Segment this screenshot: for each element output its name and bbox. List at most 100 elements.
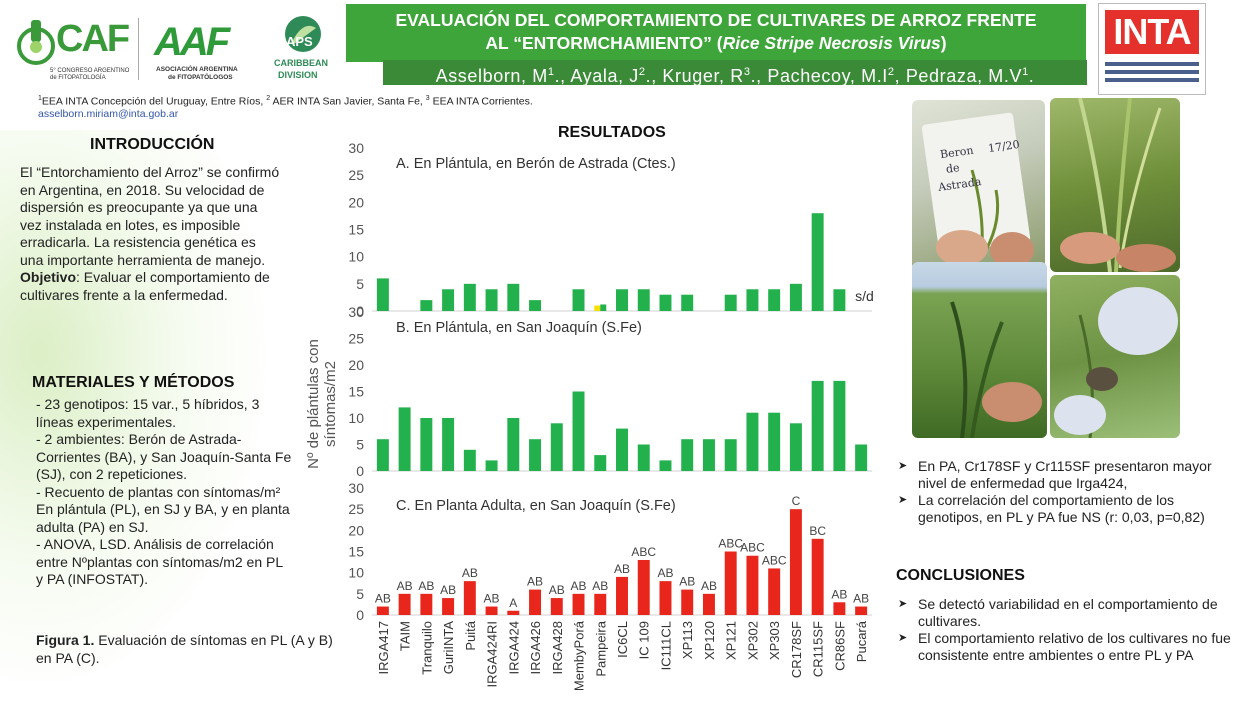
significance-letter: AB [397,579,413,593]
results-bullet: ➤ En PA, Cr178SF y Cr115SF presentaron ma… [896,458,1241,492]
chart-title: C. En Planta Adulta, en San Joaquín (S.F… [396,498,676,514]
chart-title: A. En Plántula, en Berón de Astrada (Cte… [396,156,676,172]
bar [768,412,781,471]
bar [616,428,628,471]
figure-caption-text: Evaluación de síntomas en PL (A y B) en … [36,632,333,666]
bar [529,300,542,311]
y-tick-label: 0 [356,463,364,479]
bar [616,289,628,311]
affiliation-mark: 2 [266,95,271,102]
bar [616,576,628,615]
bar [746,289,759,311]
author-affiliation-mark: 3 [743,66,751,78]
author-affiliation-mark: 2 [638,66,646,78]
y-tick-label: 15 [348,384,364,400]
y-axis-label-line: Nº de plántulas con [305,339,322,469]
category-label: CR178SF [789,621,804,678]
intro-text-pre: El “Entorchamiento del Arroz” se confirm… [20,164,280,268]
category-label: XP120 [702,621,717,660]
category-label: Puitá [463,620,478,650]
intro-text-post: : Evaluar el comportamiento de cultivare… [20,269,270,303]
materials-text: - 23 genotipos: 15 var., 5 híbridos, 3 l… [36,396,292,589]
results-bullet: ➤ La correlación del comportamiento de lo… [896,492,1241,526]
affiliation-text: AER INTA San Javier, Santa Fe, [270,95,426,108]
bar [724,551,737,615]
category-label: IRGA424RI [485,621,500,687]
contact-email[interactable]: asselborn.miriam@inta.gob.ar [38,108,179,120]
significance-letter: AB [592,579,608,593]
bar [572,289,585,311]
inta-logo: INTA [1098,3,1206,95]
figure-caption-label: Figura 1. [36,632,95,648]
inta-logo-line [1105,78,1199,82]
bar [702,439,715,471]
author-name: ., Kruger, R [645,66,744,86]
author-name: Asselborn, M [435,66,548,86]
significance-letter: AB [571,579,587,593]
bar [485,460,498,471]
bar [637,289,650,311]
bar [507,610,520,615]
y-tick-label: 5 [356,437,364,453]
bar [572,391,585,471]
bar [789,283,802,311]
y-tick-label: 5 [356,586,364,602]
category-label: Pampeira [593,620,608,676]
category-label: CR115SF [811,621,826,677]
bar [789,423,802,471]
y-axis-label-line: síntomas/m2 [322,361,339,447]
aps-logo-caption-2: DIVISION [278,70,318,80]
significance-letter: ABC [718,537,743,551]
y-tick-label: 15 [348,222,364,238]
significance-letter: C [792,494,801,508]
bar [637,559,650,615]
category-label: Tranquilo [419,621,434,675]
bar [659,581,672,615]
significance-letter: ABC [762,553,787,567]
intro-text: El “Entorchamiento del Arroz” se confirm… [20,164,280,304]
bar [724,294,737,311]
objetivo-label: Objetivo [20,269,77,285]
photo-seedling-hand [1050,98,1180,272]
bullet-arrow-icon: ➤ [898,598,908,610]
author-affiliation-mark: 1 [1022,66,1029,78]
y-tick-label: 25 [348,331,364,347]
bar [746,555,759,615]
bar [485,289,498,311]
y-tick-label: 10 [348,565,364,581]
conclusions-bullet: ➤ El comportamiento relativo de los culti… [896,630,1241,664]
bar [420,418,433,471]
authors-bar: Asselborn, M 1 ., Ayala, J2., Kruger, R3.,… [383,60,1087,86]
significance-letter: AB [527,575,543,589]
results-bullets: ➤ En PA, Cr178SF y Cr115SF presentaron ma… [896,458,1241,526]
title-line-2-pre: AL “ENTORMCHAMIENTO” ( [485,33,723,53]
chart-title: B. En Plántula, en San Joaquín (S.Fe) [396,320,642,336]
conclusions-bullet-text: Se detectó variabilidad en el comportami… [918,596,1218,629]
aaf-logo: AAF ASOCIACIÓN ARGENTINA de FITOPATÓLOGO… [154,20,262,82]
photo-handwritten-label: de [945,161,961,176]
bar [855,444,868,471]
category-label: IRGA428 [550,621,565,674]
author-name: ., Ayala, J [554,66,639,86]
bar [724,439,737,471]
bar [442,418,455,471]
author-name: , Pedraza, M.V [894,66,1023,86]
poster-title: EVALUACIÓN DEL COMPORTAMIENTO DE CULTIVA… [346,4,1086,62]
intro-heading: INTRODUCCIÓN [90,136,215,153]
bar-charts: 0 5 10 15 20 25 30 A. En Plántula, en Berón de … [305,140,874,691]
materials-line: - 2 ambientes: Berón de Astrada-Corrient… [36,431,292,482]
bar [659,294,672,311]
significance-letter: AB [853,592,869,606]
significance-letter: AB [418,579,434,593]
y-tick-label: 10 [348,249,364,265]
affiliations: 1EEA INTA Concepción del Uruguay, Entre … [38,95,533,108]
results-heading: RESULTADOS [558,124,666,141]
figure-caption: Figura 1. Evaluación de síntomas en PL (… [36,632,336,667]
bar [594,455,607,471]
congreso-logo-caption-1: 5° CONGRESO ARGENTINO [50,68,130,74]
significance-letter: AB [549,583,565,597]
author-name: ., Pachecoy, M.I [750,66,888,86]
background-decoration [0,130,270,690]
bar [833,602,846,615]
bar [768,289,781,311]
